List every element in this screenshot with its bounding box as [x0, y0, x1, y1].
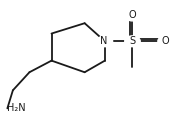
- Circle shape: [125, 36, 140, 47]
- Text: S: S: [129, 36, 136, 46]
- Text: O: O: [129, 10, 136, 21]
- Circle shape: [97, 36, 113, 47]
- Circle shape: [125, 10, 140, 21]
- Text: N: N: [100, 36, 108, 46]
- Circle shape: [158, 36, 173, 47]
- Text: O: O: [162, 36, 169, 46]
- Text: H₂N: H₂N: [7, 103, 26, 113]
